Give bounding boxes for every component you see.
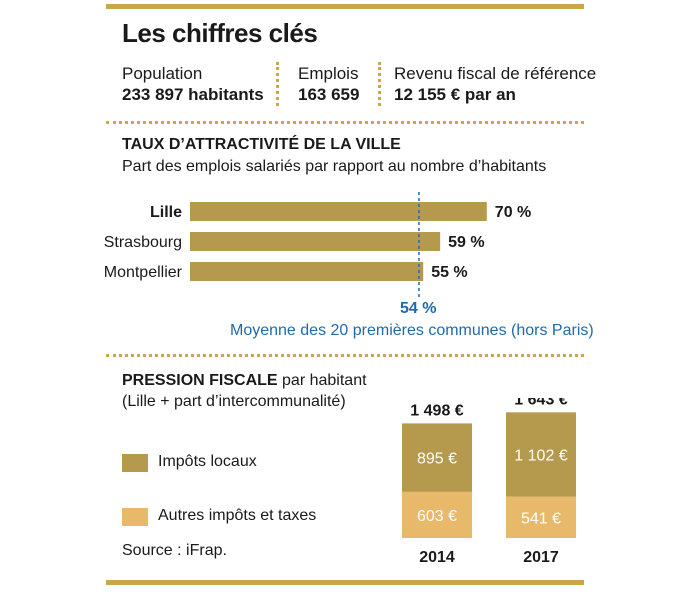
attractivite-chart: Lille 70 % Strasbourg 59 % Montpellier 55 % xyxy=(104,192,531,298)
section-divider xyxy=(106,354,584,357)
page-title: Les chiffres clés xyxy=(122,18,318,48)
value-label: 59 % xyxy=(448,234,484,251)
average-value: 54 % xyxy=(400,300,437,317)
pression-subtitle: (Lille + part d’intercommunalité) xyxy=(122,393,346,410)
pression-title-suffix: par habitant xyxy=(282,372,367,389)
stat-revenu-value: 12 155 € par an xyxy=(394,85,516,104)
legend-swatch-autres xyxy=(122,508,148,526)
bar-lille xyxy=(190,202,487,221)
average-caption: Moyenne des 20 premières communes (hors … xyxy=(230,322,594,339)
pression-title: PRESSION FISCALE xyxy=(122,372,278,389)
source-note: Source : iFrap. xyxy=(122,542,227,559)
stack-segment-autres-2014 xyxy=(402,491,472,538)
segment-label: 541 € xyxy=(521,510,561,527)
section-divider xyxy=(106,121,584,124)
total-label: 1 643 € xyxy=(514,398,567,408)
stack-segment-impots-2017 xyxy=(506,412,576,497)
segment-label: 895 € xyxy=(417,451,457,468)
stat-divider xyxy=(276,62,279,106)
legend-label-impots-locaux: Impôts locaux xyxy=(158,453,257,470)
legend-swatch-impots-locaux xyxy=(122,454,148,472)
value-label: 70 % xyxy=(495,204,531,221)
attractivite-title: TAUX D’ATTRACTIVITÉ DE LA VILLE xyxy=(122,136,401,153)
category-label: Montpellier xyxy=(104,264,183,281)
stat-population-value: 233 897 habitants xyxy=(122,85,264,104)
segment-label: 603 € xyxy=(417,508,457,525)
stat-emplois-value: 163 659 xyxy=(298,85,360,104)
attractivite-subtitle: Part des emplois salariés par rapport au… xyxy=(122,158,547,175)
top-rule xyxy=(106,4,584,9)
bottom-rule xyxy=(106,580,584,585)
segment-label: 1 102 € xyxy=(514,447,567,464)
total-label: 1 498 € xyxy=(410,402,463,419)
bar-strasbourg xyxy=(190,232,441,251)
stat-population-label: Population xyxy=(122,64,203,83)
stat-revenu-label: Revenu fiscal de référence xyxy=(394,64,597,83)
stat-divider xyxy=(378,62,381,106)
category-label: Strasbourg xyxy=(104,234,182,251)
pression-heading: PRESSION FISCALE par habitant xyxy=(122,372,367,390)
year-label: 2014 xyxy=(419,549,455,566)
stack-segment-impots-2014 xyxy=(402,423,472,492)
stack-segment-autres-2017 xyxy=(506,496,576,538)
year-label: 2017 xyxy=(523,549,559,566)
stat-emplois-label: Emplois xyxy=(298,64,359,83)
bar-montpellier xyxy=(190,262,424,281)
category-label: Lille xyxy=(150,204,182,221)
pression-chart: 603 € 895 € 1 498 € 2014 541 € 1 102 € 1 643 €… xyxy=(402,398,576,566)
value-label: 55 % xyxy=(431,264,467,281)
legend-label-autres: Autres impôts et taxes xyxy=(158,507,317,524)
